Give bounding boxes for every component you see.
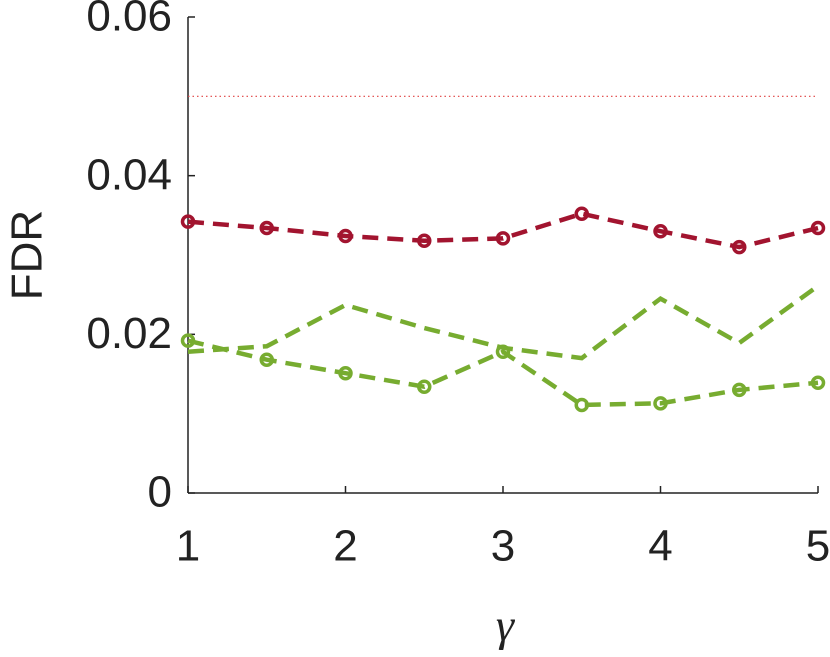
x-tick-label: 1 <box>176 522 200 571</box>
x-tick-label: 5 <box>806 522 830 571</box>
marker <box>732 382 747 398</box>
y-axis-label: FDR <box>3 210 52 300</box>
y-tick-label: 0.06 <box>86 0 172 41</box>
marker <box>732 239 747 255</box>
marker <box>574 206 589 221</box>
x-tick-label: 2 <box>333 522 357 571</box>
y-tick-label: 0.04 <box>86 150 172 199</box>
marker <box>259 352 274 367</box>
series-line <box>187 211 819 250</box>
x-tick-label: 4 <box>648 522 672 571</box>
y-tick-label: 0.02 <box>86 309 172 358</box>
marker <box>417 233 432 248</box>
marker <box>180 214 196 229</box>
marker <box>417 379 432 394</box>
marker <box>180 333 196 348</box>
series-line <box>187 338 819 408</box>
marker <box>259 220 274 236</box>
marker <box>338 365 353 381</box>
x-axis-label: γ <box>496 600 516 651</box>
series-line <box>187 284 820 361</box>
marker <box>653 396 668 411</box>
marker <box>574 397 589 413</box>
marker <box>495 231 511 246</box>
marker <box>338 228 353 244</box>
marker <box>653 223 668 239</box>
marker <box>810 375 826 390</box>
x-tick-label: 3 <box>491 522 515 571</box>
marker <box>810 220 826 236</box>
y-tick-label: 0 <box>148 468 172 517</box>
